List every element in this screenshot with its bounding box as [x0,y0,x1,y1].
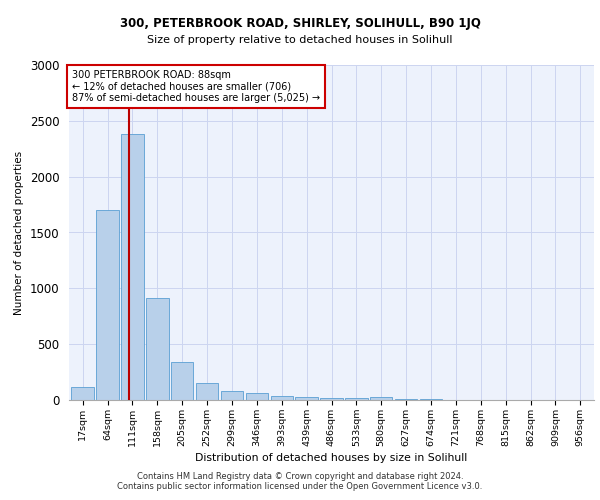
Bar [97,210,119,400]
Text: Contains public sector information licensed under the Open Government Licence v3: Contains public sector information licen… [118,482,482,491]
Bar [171,362,193,400]
Bar [271,396,293,400]
Bar [146,298,169,400]
Y-axis label: Number of detached properties: Number of detached properties [14,150,24,314]
Text: 300 PETERBROOK ROAD: 88sqm
← 12% of detached houses are smaller (706)
87% of sem: 300 PETERBROOK ROAD: 88sqm ← 12% of deta… [71,70,320,103]
Bar [196,383,218,400]
Bar [370,396,392,400]
Bar [345,398,368,400]
Bar [245,392,268,400]
Bar [320,398,343,400]
Bar [295,397,318,400]
Text: Contains HM Land Registry data © Crown copyright and database right 2024.: Contains HM Land Registry data © Crown c… [137,472,463,481]
Bar [221,391,243,400]
X-axis label: Distribution of detached houses by size in Solihull: Distribution of detached houses by size … [196,453,467,463]
Bar [71,386,94,400]
Bar [121,134,143,400]
Text: Size of property relative to detached houses in Solihull: Size of property relative to detached ho… [147,35,453,45]
Text: 300, PETERBROOK ROAD, SHIRLEY, SOLIHULL, B90 1JQ: 300, PETERBROOK ROAD, SHIRLEY, SOLIHULL,… [119,18,481,30]
